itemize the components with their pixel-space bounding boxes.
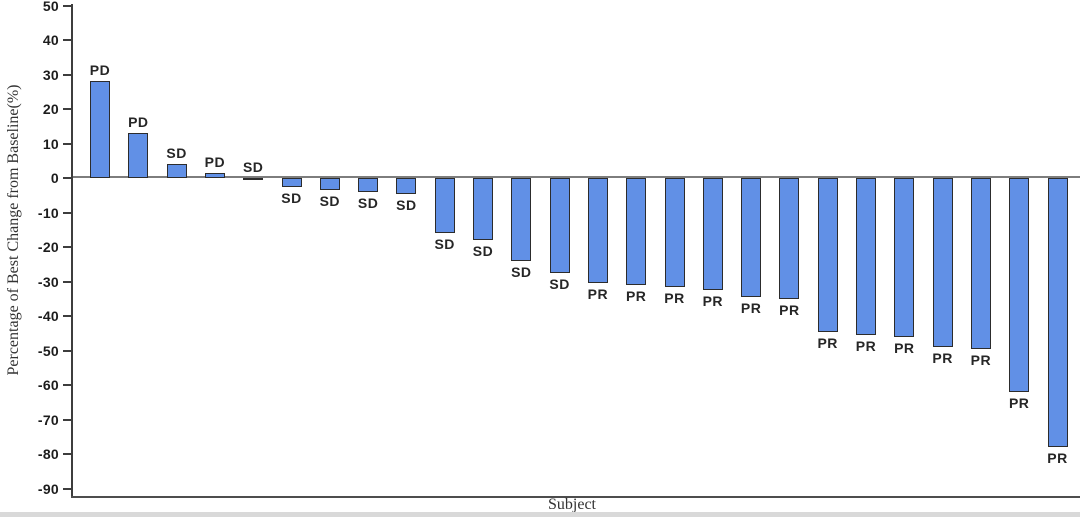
bar-response-label: PR [779,301,800,318]
y-axis-line [71,4,73,498]
bar-response-label: PR [702,293,724,310]
y-tick-label: 40 [42,32,59,48]
bar-response-label: PR [1008,394,1030,411]
bar [204,172,225,178]
page-edge-band [0,512,1080,517]
y-tick-label: -60 [37,377,59,393]
bar-response-label: SD [242,159,264,175]
bar-response-label: PR [855,337,877,354]
x-axis-title: Subject [548,496,596,513]
bar [128,133,149,178]
bar [166,164,187,178]
y-tick-label: -80 [37,446,59,462]
bar [626,178,647,285]
bar [473,178,493,241]
y-tick-label: 20 [42,101,59,117]
bar-response-label: PD [204,153,226,170]
y-tick-label: -70 [37,411,59,428]
y-tick-mark [63,487,71,490]
y-tick-mark [63,453,71,455]
bar [511,178,532,261]
y-tick-mark [63,4,71,7]
bar [319,178,340,191]
bar-response-label: SD [511,263,532,280]
y-tick-label: 10 [42,135,59,152]
y-tick-label: -10 [37,204,59,221]
bar-response-label: PR [625,287,647,304]
y-tick-mark [63,142,71,145]
y-tick-label: -90 [37,480,59,497]
y-tick-mark [63,108,71,110]
bar [396,178,417,194]
bar-response-label: SD [549,275,570,292]
bar [817,178,838,332]
bar [664,178,685,287]
bar-response-label: PD [89,62,111,79]
y-tick-mark [63,384,71,386]
bar-response-label: PR [970,351,992,368]
y-axis-title: Percentage of Best Change from Baseline(… [5,84,22,376]
bar [779,178,800,299]
bar-response-label: SD [434,236,455,253]
bar-response-label: PR [587,286,609,303]
y-tick-mark [63,418,71,421]
y-tick-mark [63,73,71,76]
bar-response-label: SD [396,196,417,213]
y-tick-label: 0 [50,170,59,186]
y-tick-mark [63,280,71,283]
zero-baseline [73,176,1080,178]
bar [1047,178,1068,448]
bar-response-label: PR [894,339,915,356]
bar [358,178,379,192]
bar-response-label: PR [932,350,953,367]
y-tick-label: 50 [42,0,59,14]
bar [702,178,723,291]
bar [243,178,264,180]
bar [281,178,302,187]
bar-response-label: SD [166,145,187,162]
y-tick-mark [63,177,71,179]
y-tick-label: -30 [37,273,59,290]
y-tick-label: -20 [37,239,59,255]
bar-response-label: PD [128,114,149,131]
y-tick-mark [63,315,71,317]
y-tick-mark [63,211,71,214]
x-axis-line [71,496,1080,498]
bar-response-label: SD [472,243,494,260]
bar-response-label: PR [664,289,685,306]
bar [90,81,110,178]
bar-response-label: SD [357,194,379,211]
bar [587,178,608,284]
bar-response-label: PR [817,334,838,351]
y-tick-label: -40 [37,308,59,324]
bar [549,178,570,273]
bar-response-label: PR [1047,450,1068,467]
bar [434,178,455,234]
y-tick-mark [63,349,71,352]
y-tick-mark [63,246,71,248]
y-tick-label: -50 [37,342,59,359]
bar [856,178,876,335]
bar-response-label: SD [281,189,302,206]
bar-response-label: SD [319,193,341,210]
y-tick-mark [63,39,71,41]
bar [741,178,762,298]
bar [932,178,953,348]
bar [1009,178,1030,392]
bar [894,178,915,337]
bar [970,178,991,349]
y-tick-label: 30 [42,66,59,83]
bar-response-label: PR [740,300,762,317]
